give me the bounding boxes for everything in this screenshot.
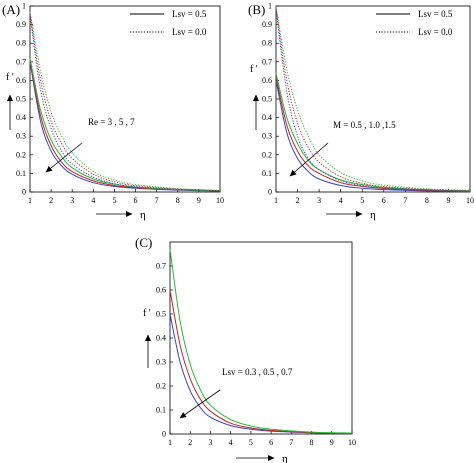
y-tick-label: 0.8 xyxy=(16,39,26,48)
x-tick-label: 5 xyxy=(360,196,364,205)
x-tick-label: 5 xyxy=(112,196,116,205)
y-tick-label: 0.9 xyxy=(16,20,26,29)
x-tick-label: 3 xyxy=(70,196,74,205)
x-tick-label: 8 xyxy=(425,196,429,205)
series-line-5-dotted xyxy=(275,7,471,192)
legend-label: Lsv = 0.0 xyxy=(418,27,453,37)
y-tick-label: 0.6 xyxy=(262,76,272,85)
y-tick-label: 1 xyxy=(22,2,26,11)
y-tick-label: 0 xyxy=(22,188,26,197)
y-tick-label: 0.7 xyxy=(156,262,166,271)
x-tick-label: 1 xyxy=(168,438,172,447)
x-tick-label: 10 xyxy=(466,196,474,205)
series-line-2-solid xyxy=(169,289,353,434)
y-tick-label: 0.5 xyxy=(262,95,272,104)
x-tick-label: 2 xyxy=(49,196,53,205)
series-line-6-dotted xyxy=(275,5,471,191)
x-tick-label: 1 xyxy=(274,196,278,205)
x-axis-label: η xyxy=(370,209,376,221)
x-tick-label: 4 xyxy=(229,438,233,447)
y-tick-label: 0.2 xyxy=(16,150,26,159)
y-tick-label: 0.2 xyxy=(262,150,272,159)
y-tick-label: 1 xyxy=(268,2,272,11)
y-tick-label: 0.1 xyxy=(16,169,26,178)
series-line-5-dotted xyxy=(29,13,221,192)
y-tick-label: 0.2 xyxy=(156,382,166,391)
y-tick-label: 0.9 xyxy=(262,20,272,29)
chart-panel-1: (A) 0 0.1 0.2 0.3 0.4 0.5 0.6 0.7 0.8 0.9 1 1 2 3 4 5 6 7 8… xyxy=(2,2,224,222)
y-axis-label: f ' xyxy=(6,72,14,83)
x-tick-label: 3 xyxy=(317,196,321,205)
x-axis-label: η xyxy=(140,209,146,221)
y-tick-label: 0.7 xyxy=(16,57,26,66)
y-tick-label: 0.5 xyxy=(16,95,26,104)
y-tick-label: 0.5 xyxy=(156,310,166,319)
y-axis-label: f ' xyxy=(143,308,151,319)
panel-label: (A) xyxy=(2,2,20,17)
legend-label: Lsv = 0.0 xyxy=(172,27,207,37)
x-tick-label: 7 xyxy=(155,196,159,205)
y-tick-label: 0.4 xyxy=(262,113,272,122)
panel-label: (B) xyxy=(248,2,265,17)
y-tick-label: 0 xyxy=(162,430,166,439)
x-tick-label: 2 xyxy=(188,438,192,447)
series-line-4-dotted xyxy=(29,15,221,192)
x-tick-label: 9 xyxy=(330,438,334,447)
legend-label: Lsv = 0.5 xyxy=(418,9,453,19)
x-tick-label: 4 xyxy=(339,196,343,205)
series-line-3-solid xyxy=(275,72,471,192)
chart-panel-2: (B) 0 0.1 0.2 0.3 0.4 0.5 0.6 0.7 0.8 0.9 1 1 2 3 4 5 6 7 8… xyxy=(248,2,474,222)
annotation-arrow xyxy=(179,389,221,419)
x-tick-label: 2 xyxy=(296,196,300,205)
x-tick-label: 9 xyxy=(197,196,201,205)
parameter-annotation: M = 0.5 , 1.0 ,1.5 xyxy=(333,120,396,130)
y-tick-label: 0.3 xyxy=(262,132,272,141)
series-line-6-dotted xyxy=(29,11,221,191)
parameter-annotation: Lsv = 0.3 , 0.5 , 0.7 xyxy=(222,367,293,377)
y-tick-label: 0.3 xyxy=(156,358,166,367)
y-tick-label: 0.1 xyxy=(262,169,272,178)
panel-label: (C) xyxy=(135,235,152,250)
y-tick-label: 0.6 xyxy=(156,286,166,295)
legend-label: Lsv = 0.5 xyxy=(172,9,207,19)
x-tick-label: 6 xyxy=(382,196,386,205)
y-tick-label: 0.6 xyxy=(16,76,26,85)
x-tick-label: 3 xyxy=(208,438,212,447)
y-tick-label: 0.7 xyxy=(262,57,272,66)
series-line-4-dotted xyxy=(275,9,471,192)
y-tick-label: 0 xyxy=(268,188,272,197)
y-axis-label: f ' xyxy=(250,64,258,75)
y-tick-label: 0.1 xyxy=(156,406,166,415)
series-line-3-solid xyxy=(29,57,221,192)
x-tick-label: 9 xyxy=(446,196,450,205)
x-tick-label: 5 xyxy=(249,438,253,447)
x-tick-label: 6 xyxy=(269,438,273,447)
y-tick-label: 0.8 xyxy=(262,39,272,48)
x-tick-label: 10 xyxy=(216,196,224,205)
series-line-3-solid xyxy=(169,249,353,434)
x-tick-label: 8 xyxy=(310,438,314,447)
x-axis-label: η xyxy=(282,453,288,463)
annotation-arrow xyxy=(45,142,83,173)
x-tick-label: 1 xyxy=(28,196,32,205)
y-tick-label: 0.4 xyxy=(16,113,26,122)
series-line-2-solid xyxy=(275,76,471,192)
parameter-annotation: Re = 3 , 5 , 7 xyxy=(88,117,135,127)
y-tick-label: 0.4 xyxy=(156,334,166,343)
chart-panel-3: (C) 0 0.1 0.2 0.3 0.4 0.5 0.6 0.7 1 2 3 4 5 6 7 8 9 10 f ' η… xyxy=(135,235,356,463)
x-tick-label: 4 xyxy=(91,196,95,205)
y-tick-label: 0.3 xyxy=(16,132,26,141)
x-tick-label: 7 xyxy=(403,196,407,205)
plot-frame xyxy=(169,241,353,435)
x-tick-label: 8 xyxy=(176,196,180,205)
x-tick-label: 10 xyxy=(348,438,356,447)
x-tick-label: 6 xyxy=(134,196,138,205)
series-line-1-solid xyxy=(275,80,471,192)
annotation-arrow xyxy=(289,142,329,177)
x-tick-label: 7 xyxy=(289,438,293,447)
